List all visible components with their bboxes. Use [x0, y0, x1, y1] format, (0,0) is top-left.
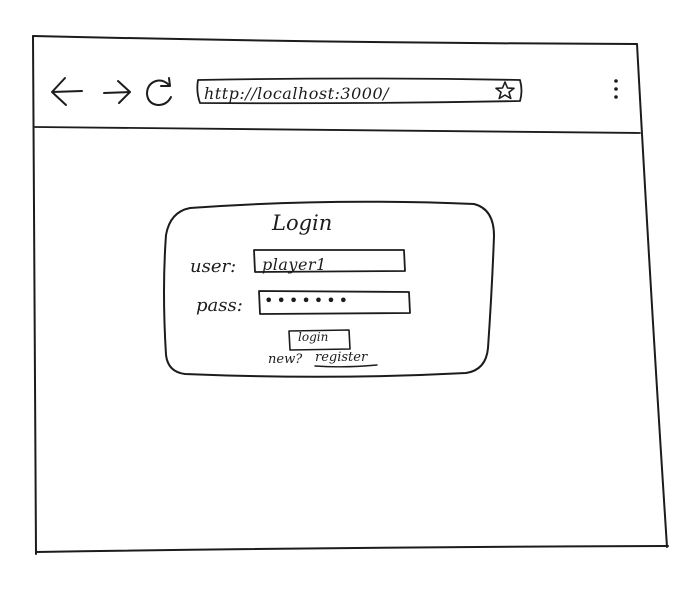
login-title: Login — [272, 211, 333, 235]
arrow-right-icon — [103, 80, 131, 104]
arrow-left-icon — [51, 77, 83, 106]
login-card-outline — [163, 200, 495, 378]
forward-button[interactable] — [101, 78, 135, 106]
browser-window-frame — [32, 35, 669, 555]
back-button[interactable] — [48, 74, 88, 108]
register-underline — [314, 364, 378, 368]
kebab-menu-icon — [614, 79, 618, 99]
address-bar-url: http://localhost:3000/ — [204, 84, 390, 103]
password-value: ••••••• — [264, 291, 352, 310]
password-label: pass: — [196, 295, 243, 316]
address-bar-outline — [196, 77, 523, 105]
username-label: user: — [190, 256, 237, 277]
star-icon — [495, 81, 515, 100]
toolbar-divider — [34, 126, 641, 134]
reload-icon — [146, 77, 172, 106]
browser-menu-button[interactable] — [608, 76, 624, 104]
new-user-prompt: new? — [268, 352, 303, 367]
register-link[interactable]: register — [315, 350, 368, 365]
reload-button[interactable] — [142, 76, 178, 110]
username-value: player1 — [262, 255, 327, 274]
username-field-outline — [253, 249, 406, 273]
login-button-label: login — [298, 330, 329, 344]
password-field-outline — [258, 290, 411, 315]
login-button-outline — [288, 329, 351, 351]
bookmark-star-button[interactable] — [493, 80, 517, 100]
